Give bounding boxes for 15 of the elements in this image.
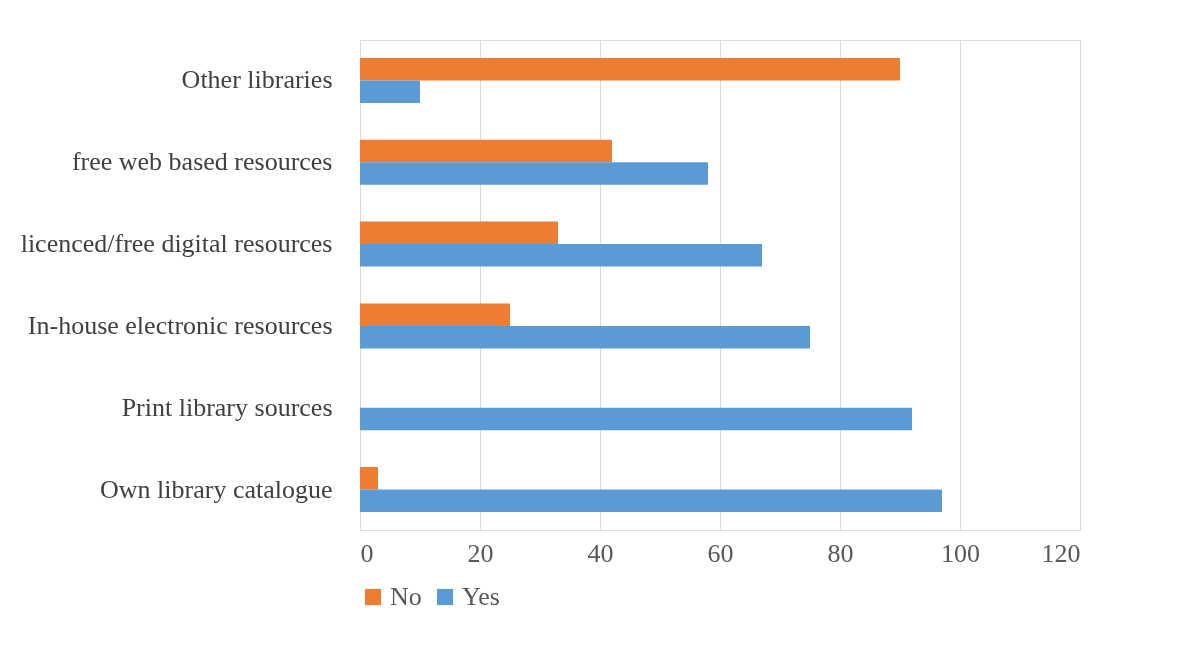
- y-tick-label: free web based resources: [71, 147, 333, 177]
- x-tick-label: 60: [707, 538, 734, 568]
- y-tick-label: In-house electronic resources: [27, 310, 333, 340]
- x-tick-label: 120: [1041, 538, 1081, 568]
- x-tick-label: 40: [587, 538, 614, 568]
- y-tick-label: Own library catalogue: [100, 474, 333, 504]
- x-tick-label: 80: [827, 538, 854, 568]
- y-tick-label: licenced/free digital resources: [20, 229, 333, 259]
- legend-label: Yes: [462, 582, 500, 611]
- legend-label: No: [390, 582, 422, 611]
- y-tick-label: Other libraries: [181, 65, 333, 95]
- y-tick-label: Print library sources: [121, 392, 333, 422]
- x-tick-label: 0: [360, 538, 374, 568]
- x-tick-label: 20: [467, 538, 494, 568]
- x-tick-label: 100: [941, 538, 980, 568]
